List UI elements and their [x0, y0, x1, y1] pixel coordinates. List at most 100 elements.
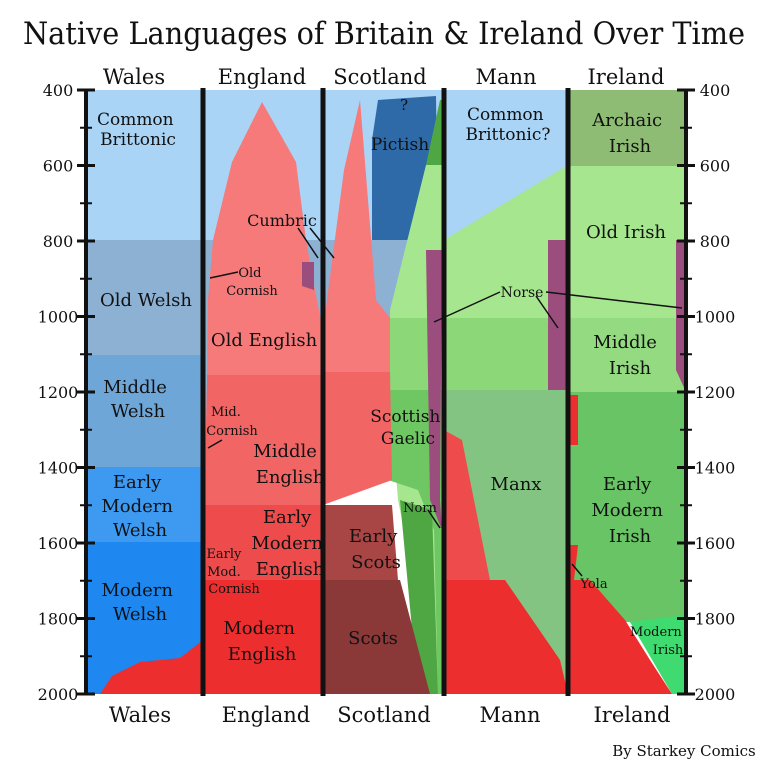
label-yola: Yola	[579, 577, 607, 592]
band-early-scots	[323, 505, 398, 580]
label-old-welsh: Old Welsh	[100, 290, 192, 311]
wales-column	[86, 90, 203, 694]
left-axis-year-label: 1800	[38, 610, 79, 629]
column-header-ireland: Ireland	[588, 65, 665, 89]
label-common-brittonic-mann: Common Brittonic?	[466, 105, 551, 145]
left-axis-year-label: 600	[43, 157, 74, 176]
band-old-irish-mann	[444, 165, 568, 320]
label-modern-welsh: Modern Welsh	[101, 580, 178, 625]
right-axis-year-label: 1200	[695, 383, 736, 402]
mann-column	[444, 90, 568, 694]
left-axis-year-label: 1400	[38, 459, 79, 478]
column-footer-england: England	[222, 703, 311, 727]
band-late-gaelic	[400, 500, 438, 694]
label-cumbric: Cumbric	[247, 211, 317, 230]
connector-mid-cornish	[207, 439, 223, 449]
column-header-scotland: Scotland	[333, 65, 426, 89]
label-scots: Scots	[348, 628, 398, 649]
label-manx: Manx	[491, 474, 542, 495]
column-header-wales: Wales	[103, 65, 165, 89]
column-footer-scotland: Scotland	[337, 703, 430, 727]
label-archaic-irish: Archaic Irish	[591, 110, 668, 157]
label-mid-cornish: Mid. Cornish	[206, 405, 258, 439]
label-old-english: Old English	[211, 330, 318, 351]
column-footer-wales: Wales	[109, 703, 171, 727]
english-encroach-wales	[100, 640, 203, 694]
connector-norse-ireland	[545, 291, 683, 309]
label-middle-english: Middle English	[253, 441, 324, 488]
band-archaic-irish	[568, 90, 686, 166]
band-norse-mann	[548, 240, 568, 390]
england-column	[203, 90, 323, 694]
left-axis-year-label: 2000	[38, 685, 79, 704]
band-common-brittonic-wales	[86, 90, 203, 240]
right-axis-year-label: 600	[700, 157, 731, 176]
band-middle-english	[203, 375, 323, 505]
band-old-english	[203, 102, 323, 375]
right-axis-year-label: 2000	[695, 685, 736, 704]
connector-norse-scotland	[433, 291, 501, 323]
band-norse-scotland	[426, 250, 442, 500]
diagram-title: Native Languages of Britain & Ireland Ov…	[23, 16, 745, 52]
right-axis-year-label: 1000	[695, 308, 736, 327]
band-early-modern-english	[203, 505, 323, 580]
left-year-axis: 400 600 800 1000 1200 1400 1600 1800 2000	[38, 81, 95, 704]
label-modern-irish: Modern Irish	[630, 625, 686, 658]
band-middle-irish	[568, 318, 686, 392]
label-old-irish: Old Irish	[586, 222, 666, 243]
column-header-mann: Mann	[475, 65, 536, 89]
column-dividers	[200, 88, 571, 696]
band-early-modern-welsh	[86, 467, 203, 542]
label-scottish-gaelic: Scottish Gaelic	[370, 407, 446, 449]
connector-cumbric-scotland	[309, 227, 335, 259]
band-middle-irish-mann	[444, 318, 568, 390]
left-axis-year-label: 400	[43, 81, 74, 100]
credit-text: By Starkey Comics	[612, 742, 756, 760]
connector-lines	[207, 227, 683, 577]
ireland-column	[568, 90, 686, 694]
column-header-england: England	[218, 65, 307, 89]
band-scottish-gaelic	[380, 390, 444, 694]
label-modern-english: Modern English	[223, 618, 300, 665]
band-modern-english-ireland	[568, 580, 672, 694]
band-gaelic-scotland-early	[426, 100, 444, 165]
connector-yola	[571, 563, 583, 577]
left-axis-year-label: 1000	[38, 308, 79, 327]
right-axis-year-label: 1600	[695, 534, 736, 553]
label-unknown-scotland: ?	[400, 96, 408, 114]
band-scots	[323, 580, 430, 694]
label-early-modern-welsh: Early Modern Welsh	[101, 472, 178, 541]
band-old-irish	[568, 166, 686, 318]
band-modern-english-mann	[444, 580, 568, 694]
band-middle-welsh	[86, 355, 203, 467]
label-old-cornish: Old Cornish	[226, 266, 278, 299]
label-early-modern-english: Early Modern English	[251, 507, 328, 580]
right-axis-year-label: 800	[700, 232, 731, 251]
left-axis-year-label: 1600	[38, 534, 79, 553]
left-axis-year-label: 1200	[38, 383, 79, 402]
label-early-mod-cornish: Early Mod. Cornish	[206, 547, 260, 597]
label-middle-irish: Middle Irish	[593, 332, 662, 379]
band-middle-english-scotland	[323, 372, 392, 505]
band-old-welsh	[86, 240, 203, 355]
band-manx	[444, 390, 568, 694]
column-footer-mann: Mann	[479, 703, 540, 727]
right-axis-year-label: 1800	[695, 610, 736, 629]
label-middle-welsh: Middle Welsh	[103, 377, 172, 422]
band-modern-english	[203, 580, 323, 694]
band-norse-england	[302, 262, 314, 290]
label-early-scots: Early Scots	[349, 526, 403, 573]
left-axis-year-label: 800	[43, 232, 74, 251]
connector-norn	[427, 509, 441, 529]
band-old-english-scotland	[323, 100, 390, 372]
label-early-modern-irish: Early Modern Irish	[591, 474, 668, 547]
label-norse: Norse	[501, 285, 544, 301]
connector-norse-mann	[535, 295, 559, 329]
band-modern-irish	[630, 615, 686, 694]
right-axis-year-label: 1400	[695, 459, 736, 478]
connector-cumbric-england	[297, 227, 319, 259]
connector-old-cornish	[209, 271, 239, 279]
label-pictish: Pictish	[371, 135, 429, 155]
right-axis-year-label: 400	[700, 81, 731, 100]
